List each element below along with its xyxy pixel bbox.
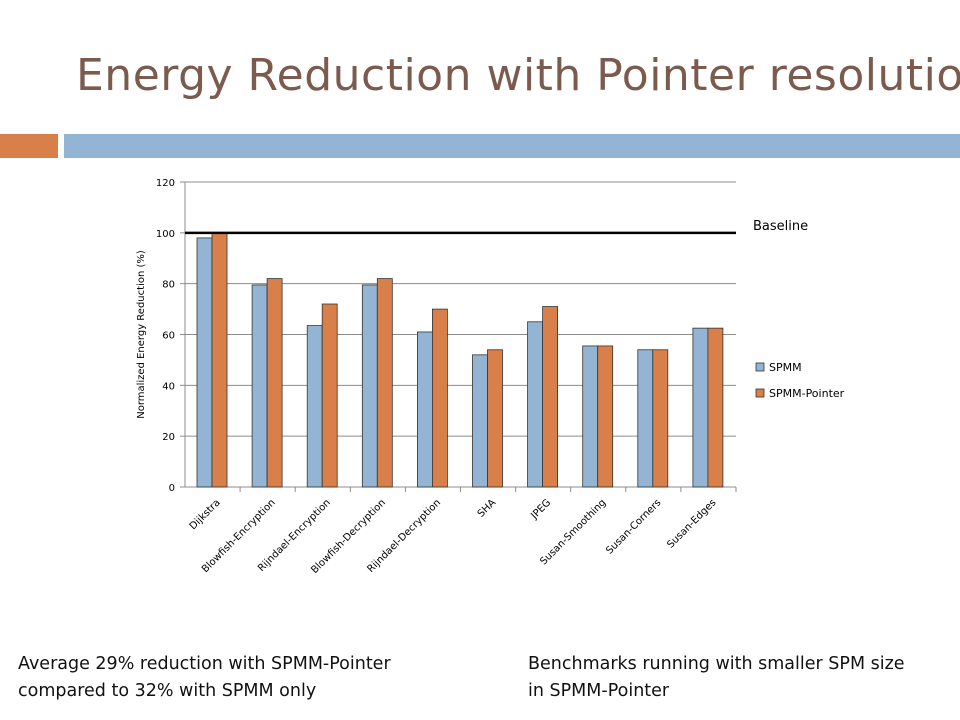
bar-spmm [306,325,323,488]
bar-spmm-pointer [652,349,669,488]
y-tick-label: 60 [162,331,175,342]
bar-spmm-pointer [211,232,228,488]
y-tick-label: 40 [162,381,175,392]
bar-spmm [692,327,709,488]
legend-swatch [755,362,765,372]
bar-spmm-pointer [376,278,393,488]
bar-spmm-pointer [321,303,338,488]
bar-spmm [472,354,488,488]
x-tick-label: JPEG [528,497,553,522]
bar-spmm-pointer [266,278,283,488]
bar-spmm [196,237,213,488]
bar-spmm [582,345,599,488]
legend-label: SPMM-Pointer [769,387,845,400]
baseline-label: Baseline [753,219,808,234]
y-tick-label: 0 [169,483,175,494]
y-tick-label: 100 [156,229,175,240]
y-axis-label: Normalized Energy Reduction (%) [136,250,147,419]
caption-right: Benchmarks running with smaller SPM size… [528,651,948,705]
y-tick-label: 120 [156,178,175,189]
bar-spmm [361,284,378,488]
bar-spmm [527,321,543,488]
bar-spmm-pointer [707,327,724,488]
caption-right-line-2: in SPMM-Pointer [528,681,670,701]
bar-spmm [637,349,654,488]
x-tick-label: Susan-Edges [665,497,718,550]
accent-bar-blue [64,134,960,158]
legend-swatch [755,388,765,398]
y-tick-label: 80 [162,280,175,291]
caption-left: Average 29% reduction with SPMM-Pointer … [18,651,488,705]
bar-spmm [251,284,268,488]
x-tick-label: Susan-Corners [604,497,663,556]
x-tick-label: SHA [476,497,499,520]
x-tick-label: Dijkstra [188,497,223,532]
slide-title: Energy Reduction with Pointer resolution [76,50,960,101]
bar-spmm-pointer [487,349,503,488]
y-tick-label: 20 [162,432,175,443]
caption-left-line-2: compared to 32% with SPMM only [18,681,317,701]
caption-right-line-1: Benchmarks running with smaller SPM size [528,654,905,674]
legend-label: SPMM [769,361,802,374]
bar-spmm-pointer [597,345,614,488]
accent-bar-orange [0,134,58,158]
bar-spmm [416,331,433,488]
bar-chart: 0 20 40 60 80 100 120 Normalized Energy Reducti… [136,178,845,576]
bar-spmm-pointer [542,306,558,488]
caption-left-line-1: Average 29% reduction with SPMM-Pointer [18,654,391,674]
bar-spmm-pointer [431,308,448,488]
